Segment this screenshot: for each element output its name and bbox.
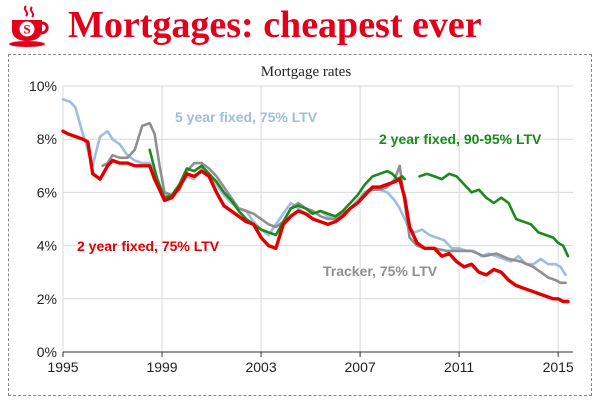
series-label: 2 year fixed, 90-95% LTV [379,131,542,147]
y-tick-label: 8% [37,131,57,147]
series-line-2 [148,148,570,258]
x-tick-label: 2011 [444,359,474,375]
series-line-3 [61,129,570,304]
chart-title: Mortgage rates [261,64,352,80]
y-tick-label: 2% [37,291,57,307]
page-title: Mortgages: cheapest ever [68,4,482,46]
coffee-cup-s-icon: S [9,5,49,47]
y-tick-label: 10% [29,78,57,94]
y-tick-label: 6% [37,184,57,200]
mortgage-rates-chart: Mortgage rates 0% 2% 4% 6% 8% 10% 1995 1999 2003… [29,64,574,375]
y-tick-label: 4% [37,238,57,254]
x-tick-label: 1999 [146,359,177,375]
x-tick-label: 2003 [245,359,276,375]
x-tick-label: 2007 [345,359,376,375]
series-line-1 [101,121,567,285]
series-label: 5 year fixed, 75% LTV [175,109,318,125]
y-tick-label: 0% [37,344,57,360]
chart-frame: Mortgage rates 0% 2% 4% 6% 8% 10% 1995 1999 2003… [8,54,592,396]
x-tick-label: 2015 [543,359,574,375]
series-label: 2 year fixed, 75% LTV [77,238,220,254]
logo-letter: S [23,22,30,37]
x-tick-label: 1995 [47,359,78,375]
series-label: Tracker, 75% LTV [323,263,438,279]
